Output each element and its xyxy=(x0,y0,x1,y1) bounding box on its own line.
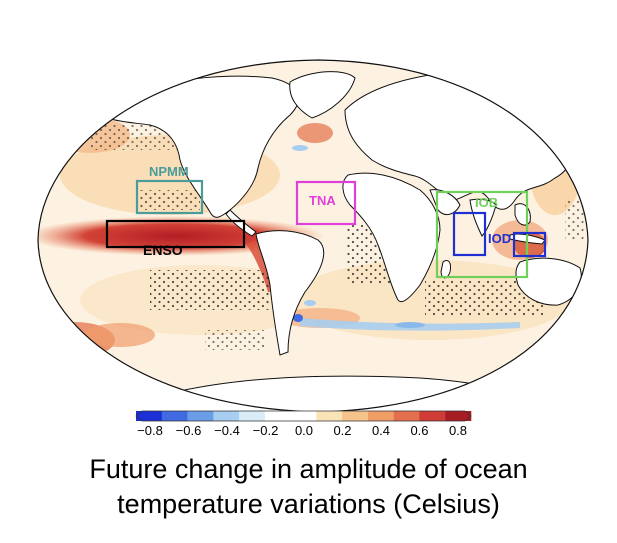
region-iob-label: IOB xyxy=(475,195,498,210)
colorbar-tick-label: −0.8 xyxy=(137,423,163,438)
colorbar-border xyxy=(135,410,472,422)
caption-line-1: Future change in amplitude of ocean xyxy=(89,454,528,484)
colorbar-swatch xyxy=(445,411,472,421)
ocean-field xyxy=(38,60,588,412)
colorbar-swatch xyxy=(161,411,188,421)
region-iob: IOB xyxy=(435,190,529,279)
colorbar-swatch xyxy=(419,411,446,421)
colorbar-swatch xyxy=(187,411,214,421)
colorbar-swatch xyxy=(393,411,420,421)
region-iod: IOD xyxy=(452,211,547,258)
colorbar-tick-label: 0.0 xyxy=(295,423,313,438)
colorbar-swatch xyxy=(342,411,369,421)
colorbar-swatch xyxy=(290,411,317,421)
colorbar-tick-label: −0.6 xyxy=(176,423,202,438)
world-map-figure: NPMM ENSO TNA IOB IOD −0.8 −0.6 −0.4 −0.2 0.… xyxy=(37,59,589,438)
region-enso: ENSO xyxy=(105,219,246,258)
colorbar-swatch xyxy=(136,411,163,421)
colorbar-tick-label: 0.2 xyxy=(333,423,351,438)
region-tna: TNA xyxy=(295,180,357,226)
colorbar-swatch xyxy=(367,411,394,421)
globe-outline xyxy=(37,59,589,413)
colorbar-tick-label: −0.2 xyxy=(253,423,279,438)
colorbar-swatch xyxy=(316,411,343,421)
region-iod-label: IOD xyxy=(488,231,511,246)
region-npmm-label: NPMM xyxy=(149,164,189,179)
caption-line-2: temperature variations (Celsius) xyxy=(117,489,500,519)
colorbar-swatch xyxy=(239,411,266,421)
region-npmm: NPMM xyxy=(135,164,204,215)
colorbar-swatch xyxy=(213,411,240,421)
colorbar-tick-label: 0.6 xyxy=(410,423,428,438)
colorbar-tick-label: −0.4 xyxy=(214,423,240,438)
colorbar-tick-label: 0.8 xyxy=(449,423,467,438)
colorbar-swatch xyxy=(264,411,291,421)
region-tna-label: TNA xyxy=(309,193,336,208)
region-enso-label: ENSO xyxy=(143,242,183,258)
colorbar: −0.8 −0.6 −0.4 −0.2 0.0 0.2 0.4 0.6 0.8 xyxy=(135,410,472,438)
colorbar-tick-label: 0.4 xyxy=(372,423,390,438)
